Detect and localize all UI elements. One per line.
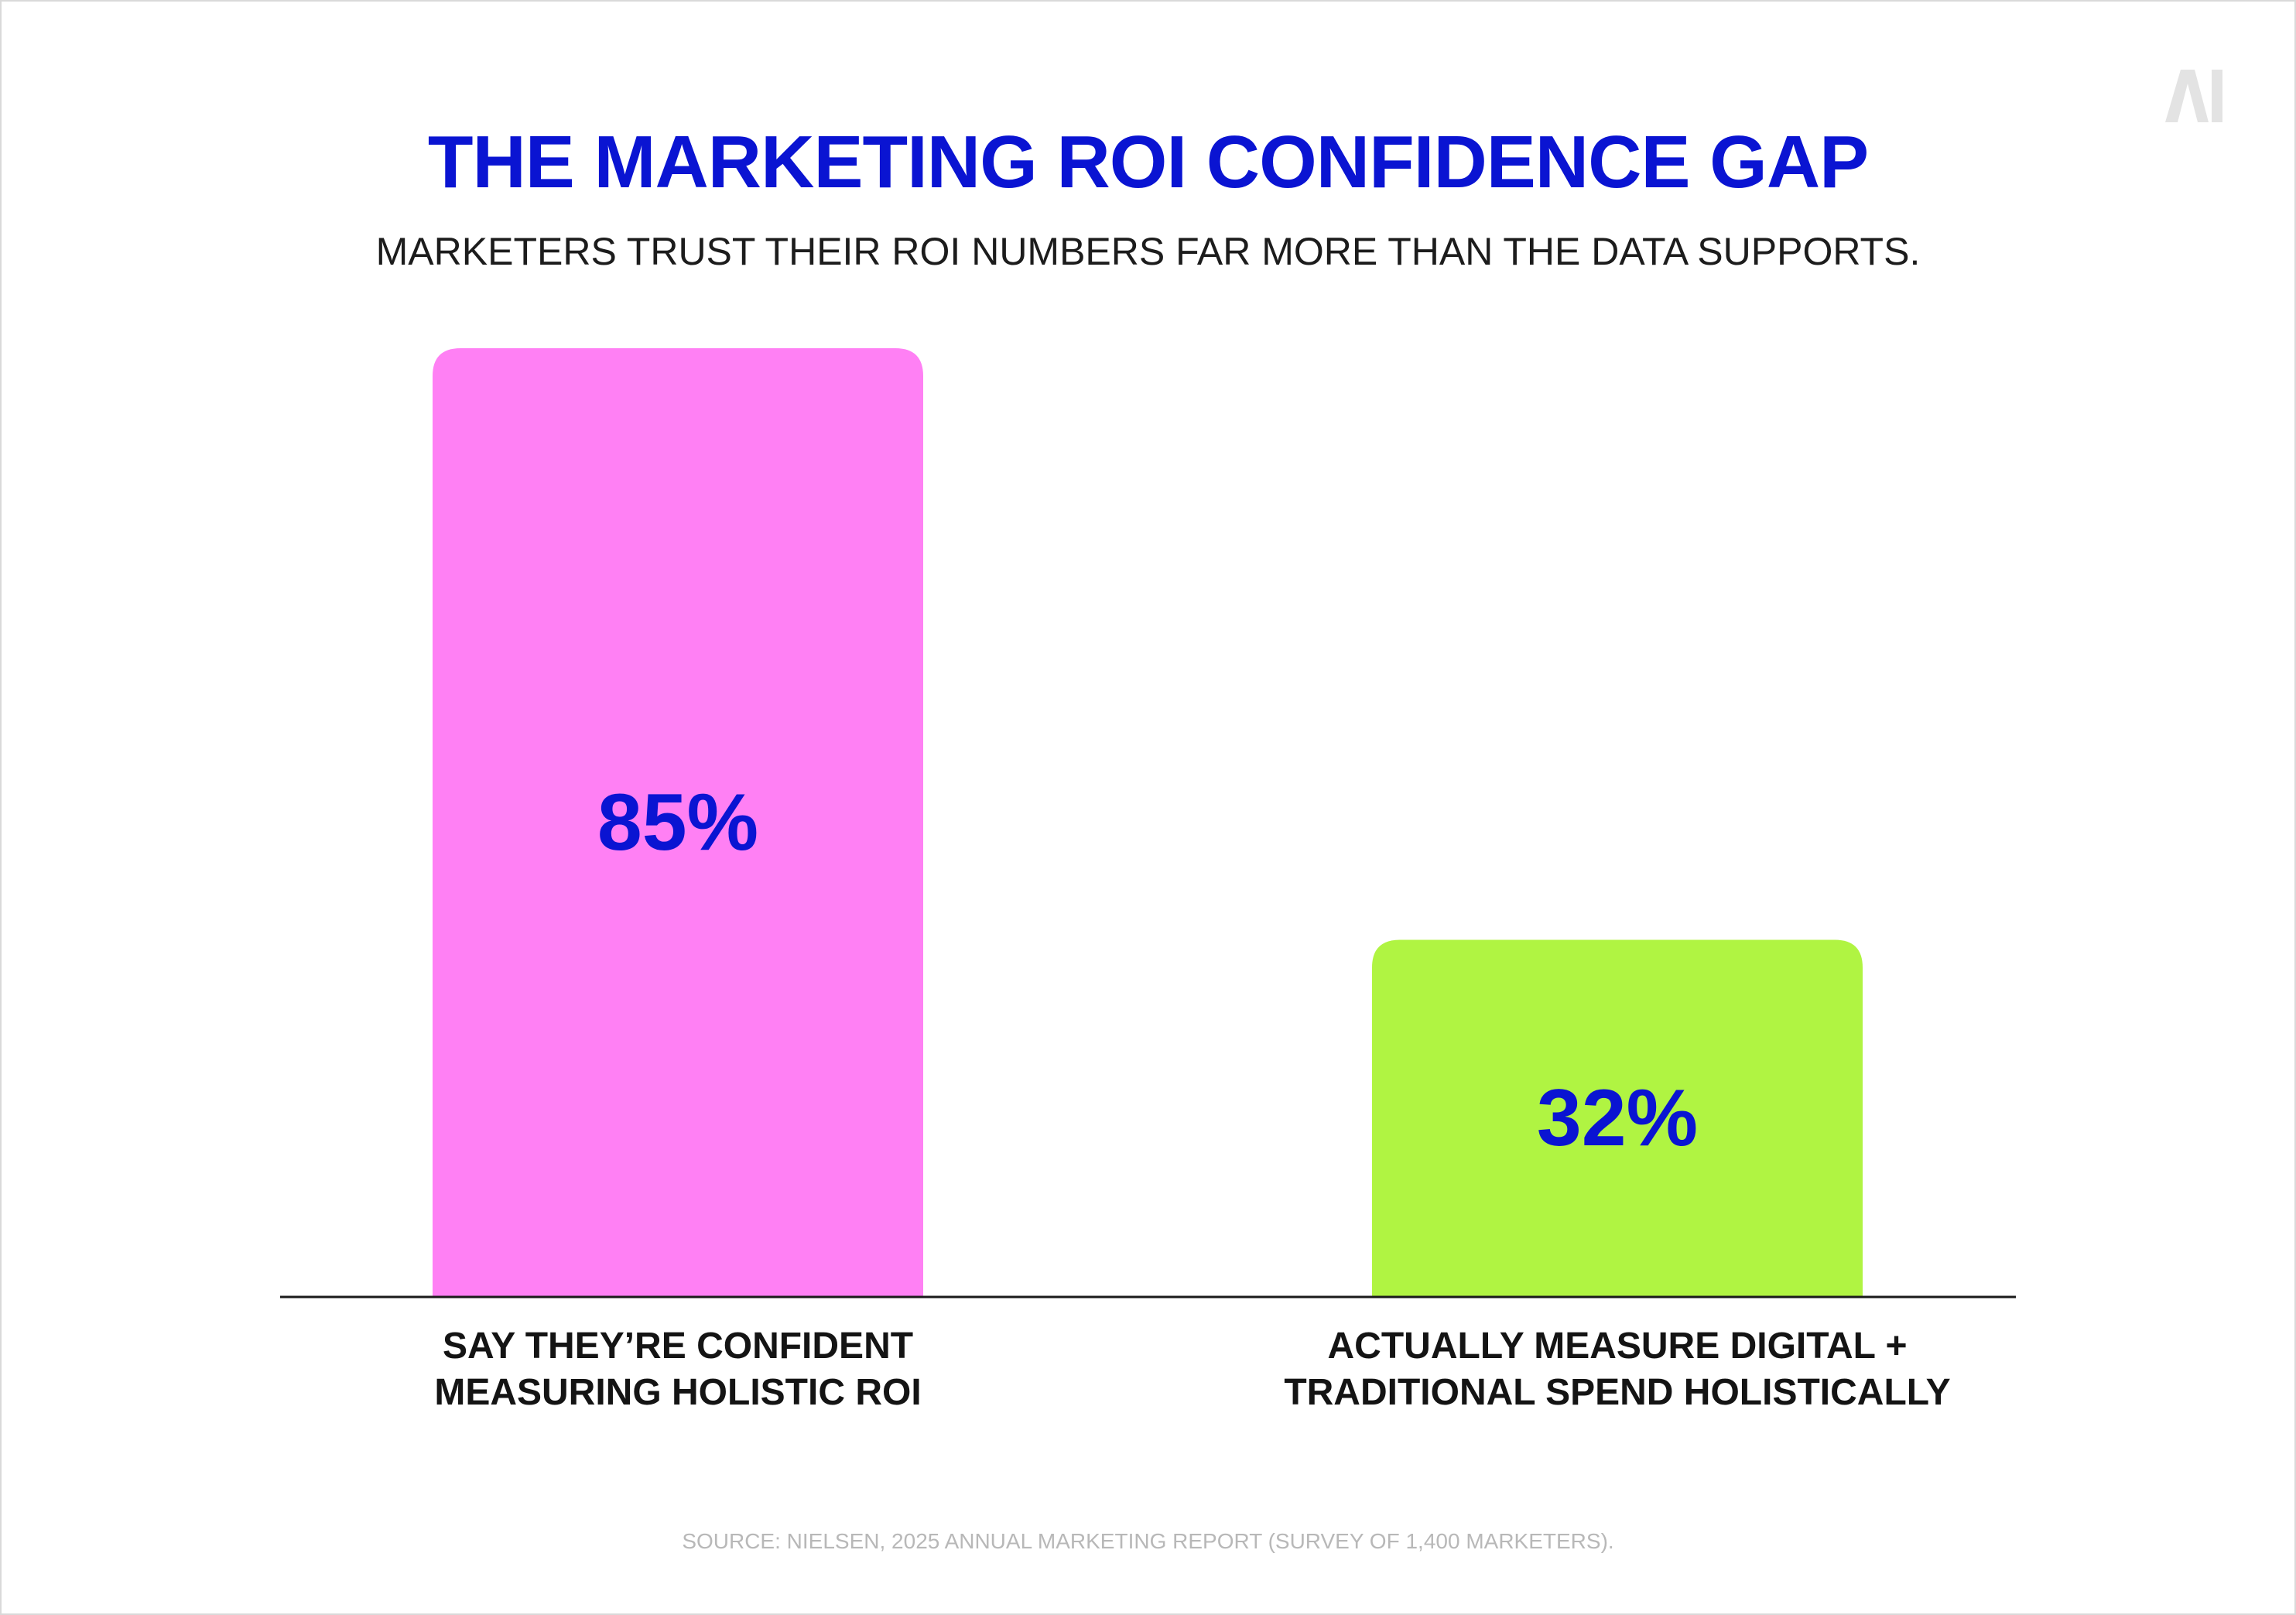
value-label-2: 32% (1537, 1073, 1698, 1163)
ai-logo-icon (2165, 70, 2222, 122)
bar-1 (433, 348, 923, 1297)
category-label-line: MEASURING HOLISTIC ROI (434, 1372, 921, 1413)
category-label-line: TRADITIONAL SPEND HOLISTICALLY (1284, 1372, 1950, 1413)
bar-2 (1372, 939, 1863, 1297)
chart-subtitle: MARKETERS TRUST THEIR ROI NUMBERS FAR MO… (375, 230, 1921, 273)
chart-title: THE MARKETING ROI CONFIDENCE GAP (427, 121, 1869, 204)
value-label-1: 85% (597, 778, 758, 867)
category-label-line: SAY THEY’RE CONFIDENT (443, 1326, 913, 1367)
category-label-line: ACTUALLY MEASURE DIGITAL + (1328, 1326, 1908, 1367)
category-label-2: ACTUALLY MEASURE DIGITAL + TRADITIONAL SP… (1284, 1326, 1950, 1413)
source-note: SOURCE: NIELSEN, 2025 ANNUAL MARKETING R… (682, 1529, 1614, 1553)
category-label-1: SAY THEY’RE CONFIDENT MEASURING HOLISTIC … (434, 1326, 921, 1413)
